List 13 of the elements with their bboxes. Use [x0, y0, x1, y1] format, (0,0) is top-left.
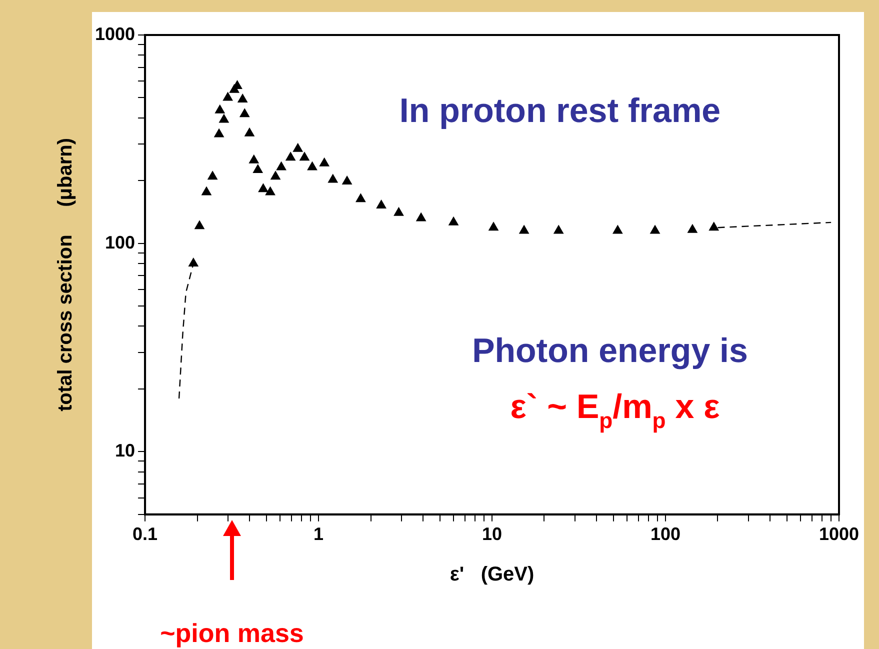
- annotation: Photon energy is: [472, 332, 748, 370]
- x-tick-label: 10: [482, 524, 502, 544]
- x-axis-title: ε' (GeV): [450, 564, 534, 586]
- y-tick-label: 10: [115, 440, 136, 461]
- x-tick-label: 100: [650, 524, 681, 544]
- annotation: In proton rest frame: [399, 92, 721, 130]
- y-axis-title: total cross section (μbarn): [54, 138, 77, 412]
- y-tick-label: 100: [104, 232, 136, 252]
- text: ~pion mass: [160, 618, 304, 648]
- x-tick-label: 1: [314, 524, 324, 544]
- x-tick-label: 0.1: [132, 524, 158, 544]
- y-tick-label: 1000: [94, 24, 136, 44]
- x-tick-label: 1000: [818, 524, 860, 544]
